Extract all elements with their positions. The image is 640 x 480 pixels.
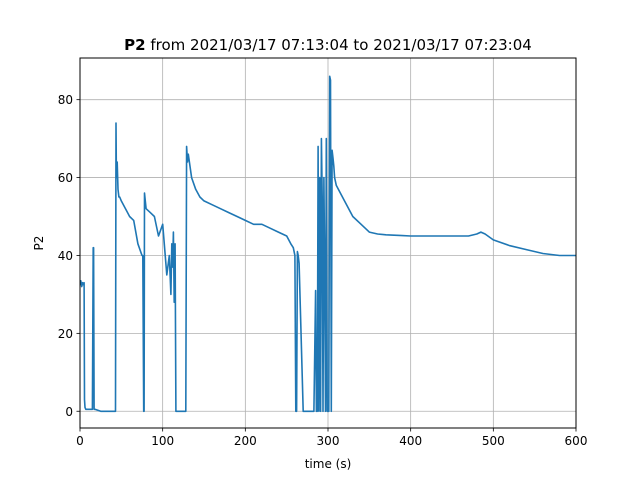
chart-title-rest: from 2021/03/17 07:13:04 to 2021/03/17 0… bbox=[146, 36, 532, 54]
y-tick-label: 80 bbox=[58, 93, 73, 107]
chart-title-bold: P2 bbox=[124, 36, 145, 54]
x-tick-label: 0 bbox=[76, 434, 84, 448]
x-axis-label: time (s) bbox=[305, 457, 352, 471]
grid bbox=[79, 58, 577, 428]
y-axis-ticks: 0 20 40 60 80 bbox=[58, 93, 80, 419]
y-tick-label: 0 bbox=[65, 405, 73, 419]
x-tick-label: 200 bbox=[234, 434, 257, 448]
x-axis-ticks: 0 100 200 300 400 500 600 bbox=[76, 428, 587, 448]
y-tick-label: 40 bbox=[58, 249, 73, 263]
y-axis-label: P2 bbox=[32, 236, 46, 251]
x-tick-label: 500 bbox=[482, 434, 505, 448]
y-tick-label: 20 bbox=[58, 327, 73, 341]
x-tick-label: 100 bbox=[151, 434, 174, 448]
series-layer bbox=[80, 75, 576, 413]
series-line bbox=[80, 75, 576, 413]
x-tick-label: 300 bbox=[317, 434, 340, 448]
chart-title: P2 from 2021/03/17 07:13:04 to 2021/03/1… bbox=[124, 36, 532, 54]
y-tick-label: 60 bbox=[58, 171, 73, 185]
x-tick-label: 600 bbox=[565, 434, 588, 448]
x-tick-label: 400 bbox=[399, 434, 422, 448]
